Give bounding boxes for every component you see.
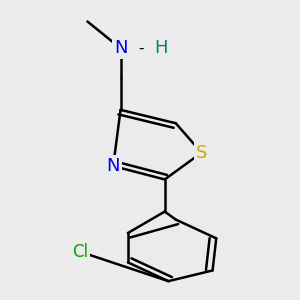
Text: N: N — [106, 157, 120, 175]
Text: Cl: Cl — [72, 243, 88, 261]
Text: N: N — [106, 157, 120, 175]
Text: N: N — [114, 39, 127, 57]
Text: -: - — [138, 41, 143, 56]
Text: N: N — [114, 39, 127, 57]
Text: S: S — [196, 144, 207, 162]
Text: H: H — [154, 39, 168, 57]
Text: S: S — [196, 144, 207, 162]
Text: Cl: Cl — [72, 243, 88, 261]
Text: H: H — [154, 39, 168, 57]
